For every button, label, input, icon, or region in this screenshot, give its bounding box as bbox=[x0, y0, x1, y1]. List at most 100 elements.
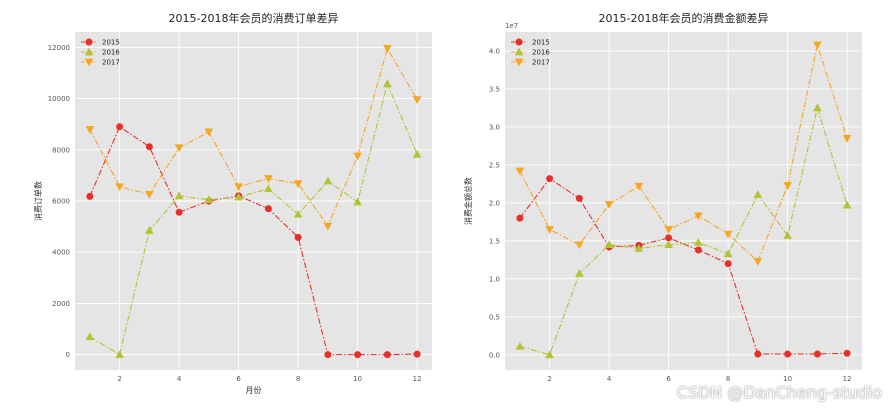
y-tick-label: 4000 bbox=[52, 249, 70, 257]
watermark: CSDN @DanCheng-studio bbox=[676, 383, 882, 402]
legend-marker-2016 bbox=[84, 47, 94, 56]
data-point-2017-10 bbox=[353, 152, 362, 161]
data-point-2017-11 bbox=[383, 45, 392, 53]
data-point-2015-8 bbox=[724, 260, 732, 268]
data-point-2016-4 bbox=[604, 240, 614, 249]
legend: 2015 2016 2017 bbox=[81, 38, 120, 67]
data-point-2015-10 bbox=[784, 350, 792, 358]
data-point-2017-1 bbox=[515, 167, 525, 176]
data-point-2017-8 bbox=[293, 180, 303, 189]
x-tick-label: 10 bbox=[353, 375, 362, 383]
y-tick-label: 4.0 bbox=[489, 47, 500, 55]
data-point-2016-4 bbox=[174, 191, 184, 200]
y-tick-label: 10000 bbox=[48, 95, 70, 103]
legend-marker-2015 bbox=[85, 38, 93, 46]
data-point-2017-10 bbox=[783, 182, 792, 190]
data-point-2016-12 bbox=[842, 200, 852, 209]
legend-marker-2017 bbox=[514, 58, 524, 67]
x-tick-label: 8 bbox=[296, 375, 300, 383]
data-point-2016-3 bbox=[145, 226, 154, 234]
series-2016 bbox=[515, 103, 852, 359]
data-point-2016-7 bbox=[694, 237, 703, 246]
data-point-2016-1 bbox=[515, 342, 525, 350]
plot-area bbox=[505, 32, 862, 370]
series-2016 bbox=[85, 79, 422, 358]
x-tick-label: 12 bbox=[413, 375, 422, 383]
y-tick-label: 2000 bbox=[52, 300, 70, 308]
data-point-2016-6 bbox=[664, 240, 673, 249]
x-tick-label: 12 bbox=[843, 375, 852, 383]
series-2017 bbox=[85, 45, 422, 231]
data-point-2016-1 bbox=[85, 332, 95, 341]
series-line-2016 bbox=[519, 105, 848, 356]
data-point-2017-12 bbox=[842, 134, 852, 143]
data-point-2017-5 bbox=[204, 128, 214, 137]
data-point-2016-9 bbox=[753, 190, 763, 198]
y-tick-label: 3.0 bbox=[489, 123, 500, 131]
data-point-2017-7 bbox=[264, 175, 273, 183]
data-point-2016-11 bbox=[813, 103, 822, 112]
chart-title: 2015-2018年会员的消费订单差异 bbox=[169, 11, 339, 25]
data-point-2016-8 bbox=[293, 209, 303, 218]
data-point-2015-1 bbox=[516, 214, 524, 222]
data-point-2015-9 bbox=[324, 351, 332, 359]
data-point-2015-7 bbox=[694, 246, 702, 254]
data-point-2016-7 bbox=[264, 184, 273, 193]
data-point-2015-12 bbox=[843, 349, 851, 357]
y-tick-label: 8000 bbox=[52, 146, 70, 154]
chart-title: 2015-2018年会员的消费金额差异 bbox=[599, 11, 769, 25]
x-tick-label: 6 bbox=[666, 375, 671, 383]
data-point-2015-11 bbox=[813, 350, 821, 358]
y-offset-text: 1e7 bbox=[505, 22, 518, 30]
data-point-2016-3 bbox=[575, 269, 584, 277]
legend-label-2017: 2017 bbox=[532, 59, 550, 67]
x-tick-label: 10 bbox=[783, 375, 792, 383]
data-point-2015-2 bbox=[546, 175, 554, 183]
series-line-2017 bbox=[89, 46, 418, 228]
data-point-2015-12 bbox=[413, 350, 421, 358]
legend-label-2015: 2015 bbox=[102, 39, 120, 47]
series-2015 bbox=[86, 123, 421, 359]
data-point-2017-6 bbox=[234, 183, 243, 192]
chart-2: 2 4 6 8 10 12 0.0 0.5 1.0 1.5 2.0 2.5 3.0 3.5 4.0 2015-… bbox=[463, 11, 862, 383]
y-tick-label: 3.5 bbox=[489, 85, 500, 93]
data-point-2016-11 bbox=[383, 79, 392, 88]
data-point-2017-5 bbox=[634, 182, 644, 191]
data-point-2016-5 bbox=[634, 244, 644, 252]
data-point-2015-6 bbox=[665, 234, 673, 242]
data-point-2016-12 bbox=[412, 149, 422, 158]
legend-marker-2017 bbox=[84, 58, 94, 67]
y-axis-label: 消费订单数 bbox=[33, 181, 43, 221]
data-point-2017-9 bbox=[753, 258, 763, 266]
data-point-2016-2 bbox=[545, 350, 554, 359]
x-tick-label: 8 bbox=[726, 375, 730, 383]
data-point-2017-1 bbox=[85, 125, 95, 134]
y-tick-label: 1.0 bbox=[489, 275, 500, 283]
data-point-2015-1 bbox=[86, 192, 94, 200]
y-tick-label: 2.5 bbox=[489, 161, 500, 169]
data-point-2017-3 bbox=[145, 191, 154, 199]
x-tick-label: 6 bbox=[236, 375, 241, 383]
series-2017 bbox=[515, 41, 852, 266]
data-point-2017-2 bbox=[545, 226, 554, 234]
data-point-2015-9 bbox=[754, 350, 762, 358]
data-point-2017-9 bbox=[323, 222, 333, 231]
data-point-2016-10 bbox=[353, 197, 362, 206]
y-tick-label: 1.5 bbox=[489, 237, 500, 245]
x-tick-label: 2 bbox=[547, 375, 551, 383]
y-axis-label: 消费金额总数 bbox=[463, 177, 473, 225]
legend: 2015 2016 2017 bbox=[511, 38, 550, 67]
legend-label-2016: 2016 bbox=[532, 49, 550, 57]
data-point-2015-8 bbox=[294, 233, 302, 241]
data-point-2016-6 bbox=[234, 192, 243, 201]
legend-label-2015: 2015 bbox=[532, 39, 550, 47]
legend-marker-2016 bbox=[514, 47, 524, 56]
data-point-2016-8 bbox=[723, 249, 733, 258]
data-point-2015-11 bbox=[383, 351, 391, 359]
x-tick-label: 2 bbox=[117, 375, 121, 383]
data-point-2015-7 bbox=[264, 205, 272, 213]
data-point-2017-12 bbox=[412, 96, 422, 105]
data-point-2016-5 bbox=[204, 195, 214, 204]
y-tick-label: 6000 bbox=[52, 198, 70, 206]
data-point-2017-8 bbox=[723, 230, 733, 239]
